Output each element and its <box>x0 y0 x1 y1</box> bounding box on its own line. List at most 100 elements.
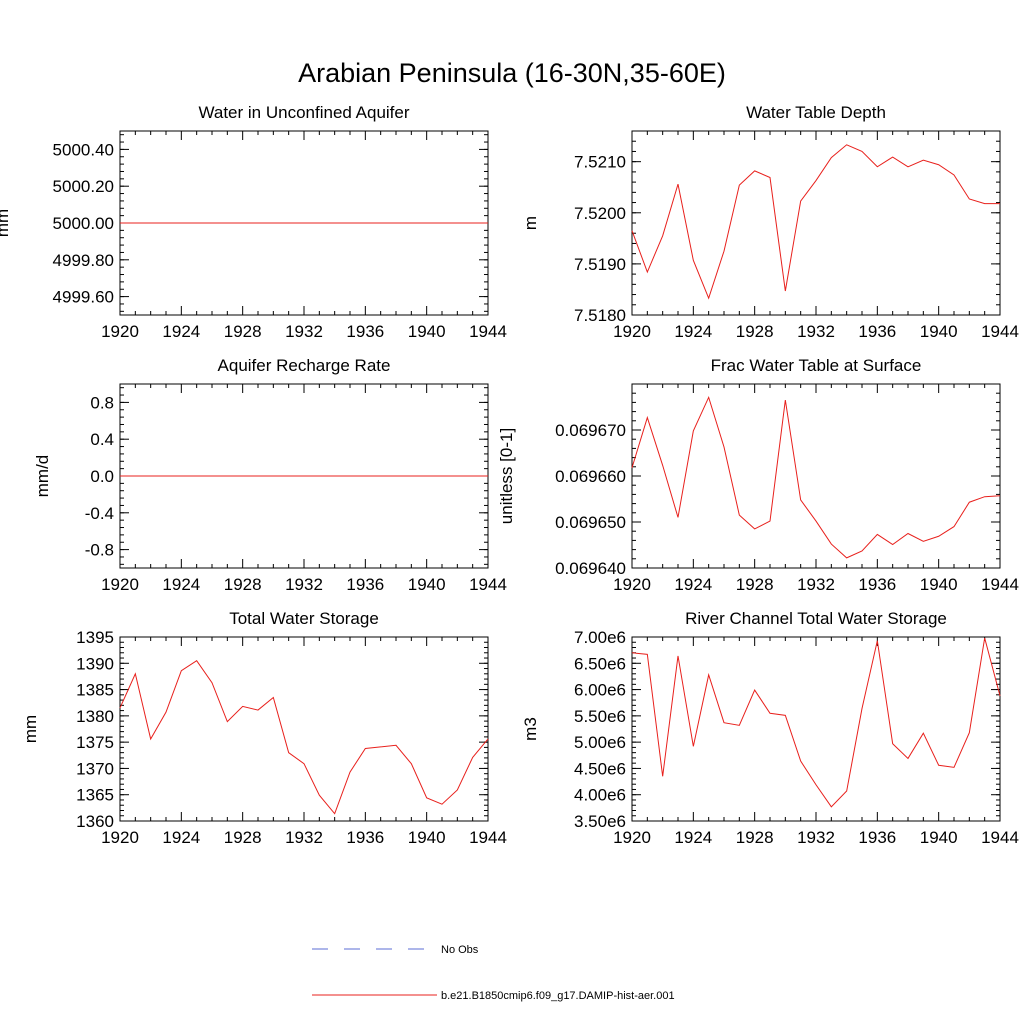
x-tick-label: 1932 <box>285 575 323 594</box>
y-tick-label: 1360 <box>76 812 114 831</box>
x-tick-label: 1940 <box>408 322 446 341</box>
x-tick-label: 1920 <box>101 322 139 341</box>
y-tick-label: 0.069650 <box>555 513 626 532</box>
x-tick-label: 1940 <box>408 828 446 847</box>
y-tick-label: 1365 <box>76 786 114 805</box>
y-tick-label: 0.0 <box>90 467 114 486</box>
panel-title: Water Table Depth <box>746 103 886 122</box>
legend-run-label: b.e21.B1850cmip6.f09_g17.DAMIP-hist-aer.… <box>441 990 675 1002</box>
panel-1: Water in Unconfined Aquifer mm 1920 1924 192… <box>0 103 507 341</box>
x-tick-label: 1924 <box>162 828 200 847</box>
y-tick-label: 1370 <box>76 759 114 778</box>
x-tick-label: 1932 <box>285 828 323 847</box>
y-tick-label: 5.50e6 <box>574 707 626 726</box>
y-tick-label: 7.5180 <box>574 306 626 325</box>
y-tick-label: 0.4 <box>90 430 114 449</box>
x-tick-label: 1920 <box>101 575 139 594</box>
y-tick-label: 6.50e6 <box>574 654 626 673</box>
figure-title: Arabian Peninsula (16-30N,35-60E) <box>298 58 726 88</box>
y-tick-label: 7.00e6 <box>574 628 626 647</box>
y-tick-label: 7.5210 <box>574 153 626 172</box>
x-tick-label: 1920 <box>613 322 651 341</box>
y-axis-label: m <box>521 216 540 230</box>
y-tick-label: 4999.60 <box>53 288 114 307</box>
y-tick-label: 1390 <box>76 654 114 673</box>
panel-title: River Channel Total Water Storage <box>685 609 947 628</box>
panel-title: Aquifer Recharge Rate <box>218 356 391 375</box>
x-tick-label: 1940 <box>920 828 958 847</box>
x-tick-label: 1936 <box>858 575 896 594</box>
panel-title: Water in Unconfined Aquifer <box>198 103 409 122</box>
series-line <box>631 395 1001 559</box>
x-tick-label: 1936 <box>346 322 384 341</box>
x-tick-label: 1944 <box>469 322 507 341</box>
y-tick-label: 4999.80 <box>53 251 114 270</box>
y-tick-label: -0.4 <box>85 504 114 523</box>
x-tick-label: 1940 <box>408 575 446 594</box>
x-tick-label: 1936 <box>346 575 384 594</box>
y-tick-label: 5000.20 <box>53 177 114 196</box>
panel-2: Water Table Depth m 1920 1924 1928 1932 1936 19… <box>521 103 1019 341</box>
x-tick-label: 1924 <box>162 322 200 341</box>
x-tick-label: 1936 <box>858 322 896 341</box>
y-tick-label: 5000.40 <box>53 140 114 159</box>
y-tick-label: 5000.00 <box>53 214 114 233</box>
x-tick-label: 1928 <box>224 322 262 341</box>
x-tick-label: 1944 <box>469 575 507 594</box>
x-tick-label: 1928 <box>736 828 774 847</box>
x-tick-label: 1944 <box>469 828 507 847</box>
series-line <box>119 659 489 815</box>
y-tick-label: 0.8 <box>90 393 114 412</box>
plot-frame <box>119 636 489 822</box>
y-tick-label: 7.5190 <box>574 255 626 274</box>
y-axis-label: m3 <box>521 717 540 741</box>
panel-title: Frac Water Table at Surface <box>711 356 922 375</box>
y-tick-label: 1395 <box>76 628 114 647</box>
y-tick-label: 1385 <box>76 681 114 700</box>
y-tick-label: 1375 <box>76 733 114 752</box>
x-tick-label: 1920 <box>613 828 651 847</box>
x-tick-label: 1928 <box>224 828 262 847</box>
x-tick-label: 1928 <box>736 575 774 594</box>
y-tick-label: 0.069660 <box>555 467 626 486</box>
x-tick-label: 1936 <box>346 828 384 847</box>
x-tick-label: 1932 <box>797 575 835 594</box>
x-tick-label: 1932 <box>797 322 835 341</box>
x-tick-label: 1940 <box>920 322 958 341</box>
panel-5: Total Water Storage mm 1920 1924 1928 1932 193… <box>21 609 507 847</box>
x-tick-label: 1928 <box>736 322 774 341</box>
y-axis-label: mm <box>0 209 12 237</box>
plot-frame <box>631 636 1001 822</box>
series-line <box>631 144 1000 300</box>
x-tick-label: 1944 <box>981 575 1019 594</box>
x-tick-label: 1924 <box>674 828 712 847</box>
x-tick-label: 1944 <box>981 828 1019 847</box>
x-tick-label: 1928 <box>224 575 262 594</box>
legend: No Obs b.e21.B1850cmip6.f09_g17.DAMIP-hi… <box>312 944 675 1002</box>
panels: Water in Unconfined Aquifer mm 1920 1924 192… <box>0 103 1019 847</box>
y-tick-label: -0.8 <box>85 541 114 560</box>
x-tick-label: 1924 <box>674 322 712 341</box>
y-axis-label: unitless [0-1] <box>497 428 516 524</box>
x-tick-label: 1920 <box>101 828 139 847</box>
x-tick-label: 1940 <box>920 575 958 594</box>
y-tick-label: 4.50e6 <box>574 759 626 778</box>
y-axis-label: mm/d <box>33 455 52 498</box>
x-tick-label: 1924 <box>674 575 712 594</box>
y-tick-label: 0.069640 <box>555 559 626 578</box>
y-tick-label: 7.5200 <box>574 204 626 223</box>
x-tick-label: 1932 <box>797 828 835 847</box>
y-tick-label: 3.50e6 <box>574 812 626 831</box>
y-axis-label: mm <box>21 715 40 743</box>
panel-title: Total Water Storage <box>229 609 379 628</box>
y-tick-label: 1380 <box>76 707 114 726</box>
y-tick-label: 6.00e6 <box>574 681 626 700</box>
x-tick-label: 1924 <box>162 575 200 594</box>
panel-3: Aquifer Recharge Rate mm/d 1920 1924 1928 193… <box>33 356 507 594</box>
panel-4: Frac Water Table at Surface unitless [0-1… <box>497 356 1019 594</box>
legend-no-obs-label: No Obs <box>441 944 479 956</box>
x-tick-label: 1936 <box>858 828 896 847</box>
plot-frame <box>631 130 1001 316</box>
x-tick-label: 1932 <box>285 322 323 341</box>
